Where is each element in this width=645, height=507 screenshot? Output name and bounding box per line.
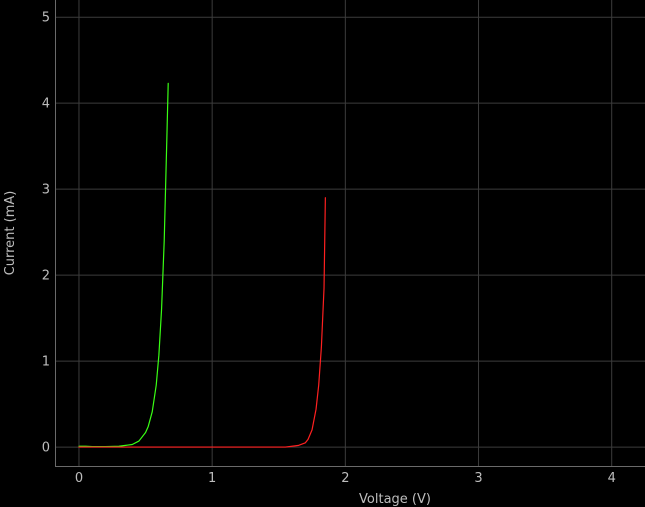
y-tick-label: 4 [42, 97, 50, 112]
series-line-1 [78, 82, 169, 448]
x-tick-label: 4 [608, 471, 616, 486]
x-axis-label: Voltage (V) [359, 492, 431, 507]
x-tick-label: 1 [208, 471, 216, 486]
y-tick-label: 2 [42, 269, 50, 284]
y-tick-label: 1 [42, 355, 50, 370]
grid [55, 0, 645, 466]
axes [55, 0, 645, 467]
x-tick-label: 3 [474, 471, 482, 486]
y-tick-label: 5 [42, 11, 50, 26]
x-tick-labels: 0 1 2 3 4 [75, 471, 616, 486]
y-axis-label: Current (mA) [3, 191, 18, 276]
x-tick-label: 2 [341, 471, 349, 486]
series-lines [78, 82, 326, 448]
y-tick-label: 0 [42, 441, 50, 456]
y-tick-label: 3 [42, 183, 50, 198]
y-tick-labels: 0 1 2 3 4 5 [42, 11, 50, 456]
x-tick-label: 0 [75, 471, 83, 486]
series-line-2 [78, 197, 326, 448]
